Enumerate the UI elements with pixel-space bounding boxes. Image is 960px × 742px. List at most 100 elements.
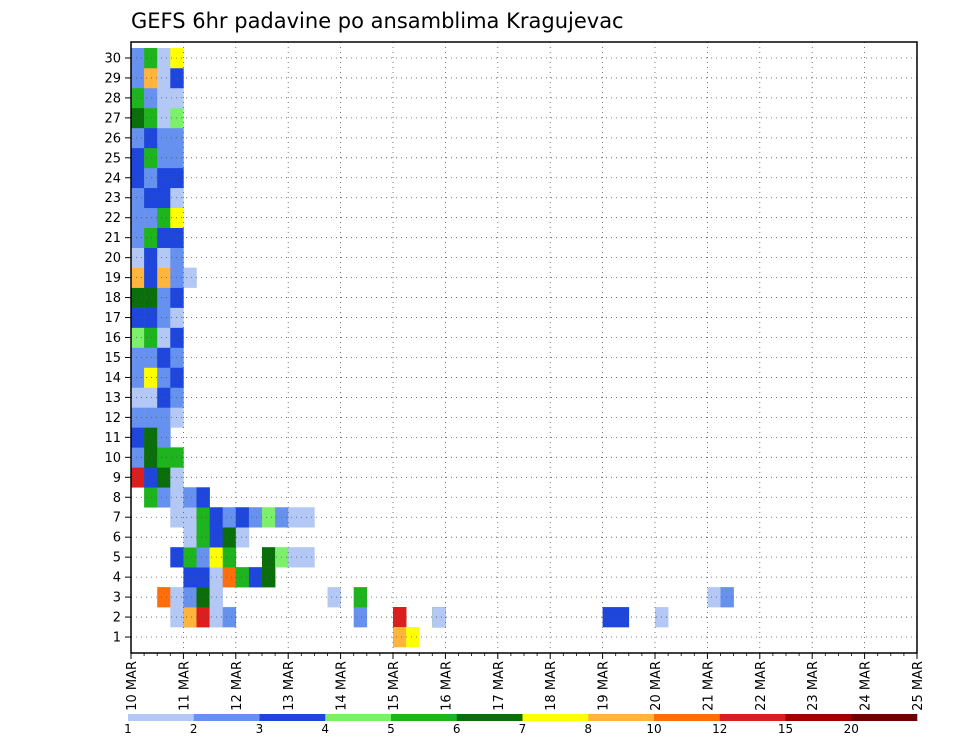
heatmap-cell — [288, 507, 302, 528]
heatmap-cell — [131, 467, 145, 488]
heatmap-cell — [131, 87, 145, 109]
x-tick-label: 21 MAR — [701, 661, 716, 711]
chart-title: GEFS 6hr padavine po ansamblima Kragujev… — [131, 9, 624, 33]
x-tick-label: 11 MAR — [177, 661, 192, 711]
heatmap-cell — [720, 587, 734, 608]
x-tick-label: 17 MAR — [492, 661, 507, 711]
y-tick-label: 14 — [104, 371, 121, 386]
x-axis-ticks: 10 MAR 11 MAR 12 MAR 13 MAR 14 MAR 15 MAR 16 M… — [125, 653, 926, 711]
heatmap-cell — [222, 607, 237, 628]
heatmap-cell — [131, 207, 145, 228]
heatmap-cell — [432, 607, 446, 628]
grid-lines — [131, 42, 917, 653]
colorbar-label: 5 — [387, 722, 395, 736]
colorbar-label: 3 — [256, 722, 264, 736]
colorbar-label: 7 — [519, 722, 527, 736]
colorbar-label: 20 — [844, 722, 859, 736]
heatmap-cell — [131, 327, 145, 348]
heatmap-cell — [157, 467, 171, 488]
heatmap-cells — [131, 47, 734, 648]
y-tick-label: 6 — [113, 531, 121, 546]
heatmap-cell — [393, 607, 407, 628]
heatmap-cell — [131, 147, 145, 169]
x-tick-label: 12 MAR — [230, 661, 245, 711]
y-tick-label: 12 — [104, 411, 121, 426]
heatmap-cell — [157, 407, 171, 428]
heatmap-cell — [248, 507, 263, 528]
heatmap-cell — [131, 107, 145, 129]
heatmap-cell — [144, 487, 158, 508]
y-tick-label: 30 — [104, 51, 121, 66]
y-tick-label: 19 — [104, 271, 121, 286]
colorbar-label: 15 — [778, 722, 793, 736]
heatmap-cell — [406, 627, 420, 648]
colorbar-label: 10 — [646, 722, 661, 736]
heatmap-cell — [157, 107, 171, 129]
y-tick-label: 9 — [113, 471, 121, 486]
x-tick-label: 10 MAR — [125, 661, 140, 711]
colorbar-label: 4 — [321, 722, 329, 736]
y-tick-label: 17 — [104, 311, 121, 326]
heatmap-cell — [222, 527, 237, 548]
heatmap-cell — [157, 447, 171, 468]
colorbar: 1 2 3 4 5 6 7 8 10 12 15 20 — [124, 714, 918, 736]
x-tick-label: 24 MAR — [859, 661, 874, 711]
heatmap-cell — [222, 507, 237, 528]
heatmap-cell — [144, 387, 158, 408]
heatmap-cell — [157, 167, 171, 189]
plot-frame — [130, 41, 918, 654]
heatmap-cell — [144, 187, 158, 209]
y-tick-label: 16 — [104, 331, 121, 346]
x-tick-label: 22 MAR — [754, 661, 769, 711]
x-tick-label: 14 MAR — [335, 661, 350, 711]
x-tick-label: 19 MAR — [597, 661, 612, 711]
heatmap-cell — [157, 327, 171, 348]
heatmap-cell — [183, 487, 197, 508]
heatmap-cell — [144, 367, 158, 388]
heatmap-cell — [235, 507, 250, 528]
heatmap-cell — [144, 47, 158, 69]
heatmap-cell — [196, 507, 210, 528]
heatmap-cell — [131, 287, 145, 308]
heatmap-cell — [144, 287, 158, 308]
colorbar-swatch — [719, 714, 786, 721]
colorbar-swatch — [456, 714, 523, 721]
heatmap-cell — [144, 427, 158, 448]
heatmap-cell — [144, 167, 158, 189]
heatmap-cell — [157, 127, 171, 149]
heatmap-cell — [196, 607, 210, 628]
heatmap-cell — [144, 227, 158, 248]
heatmap-cell — [222, 567, 237, 588]
heatmap-cell — [615, 607, 630, 628]
x-tick-label: 25 MAR — [911, 661, 926, 711]
heatmap-cell — [131, 387, 145, 408]
colorbar-swatch — [391, 714, 458, 721]
heatmap-cell — [157, 267, 171, 288]
y-tick-label: 11 — [104, 431, 121, 446]
heatmap-cell — [144, 327, 158, 348]
x-tick-label: 18 MAR — [544, 661, 559, 711]
heatmap-cell — [393, 627, 407, 648]
y-tick-label: 8 — [113, 491, 121, 506]
y-tick-label: 23 — [104, 191, 121, 206]
heatmap-cell — [131, 347, 145, 368]
y-tick-label: 10 — [104, 451, 121, 466]
heatmap-cell — [144, 247, 158, 268]
heatmap-cell — [301, 507, 315, 528]
heatmap-cell — [131, 247, 145, 268]
heatmap-cell — [196, 567, 210, 588]
y-tick-label: 22 — [104, 211, 121, 226]
heatmap-cell — [131, 187, 145, 209]
heatmap-cell — [144, 107, 158, 129]
heatmap-cell — [144, 407, 158, 428]
heatmap-cell — [262, 547, 276, 568]
heatmap-cell — [131, 167, 145, 189]
heatmap-cell — [144, 447, 158, 468]
colorbar-label: 2 — [190, 722, 198, 736]
heatmap-cell — [157, 87, 171, 109]
heatmap-cell — [157, 487, 171, 508]
colorbar-swatch — [522, 714, 589, 721]
heatmap-cell — [327, 587, 341, 608]
heatmap-cell — [157, 227, 171, 248]
